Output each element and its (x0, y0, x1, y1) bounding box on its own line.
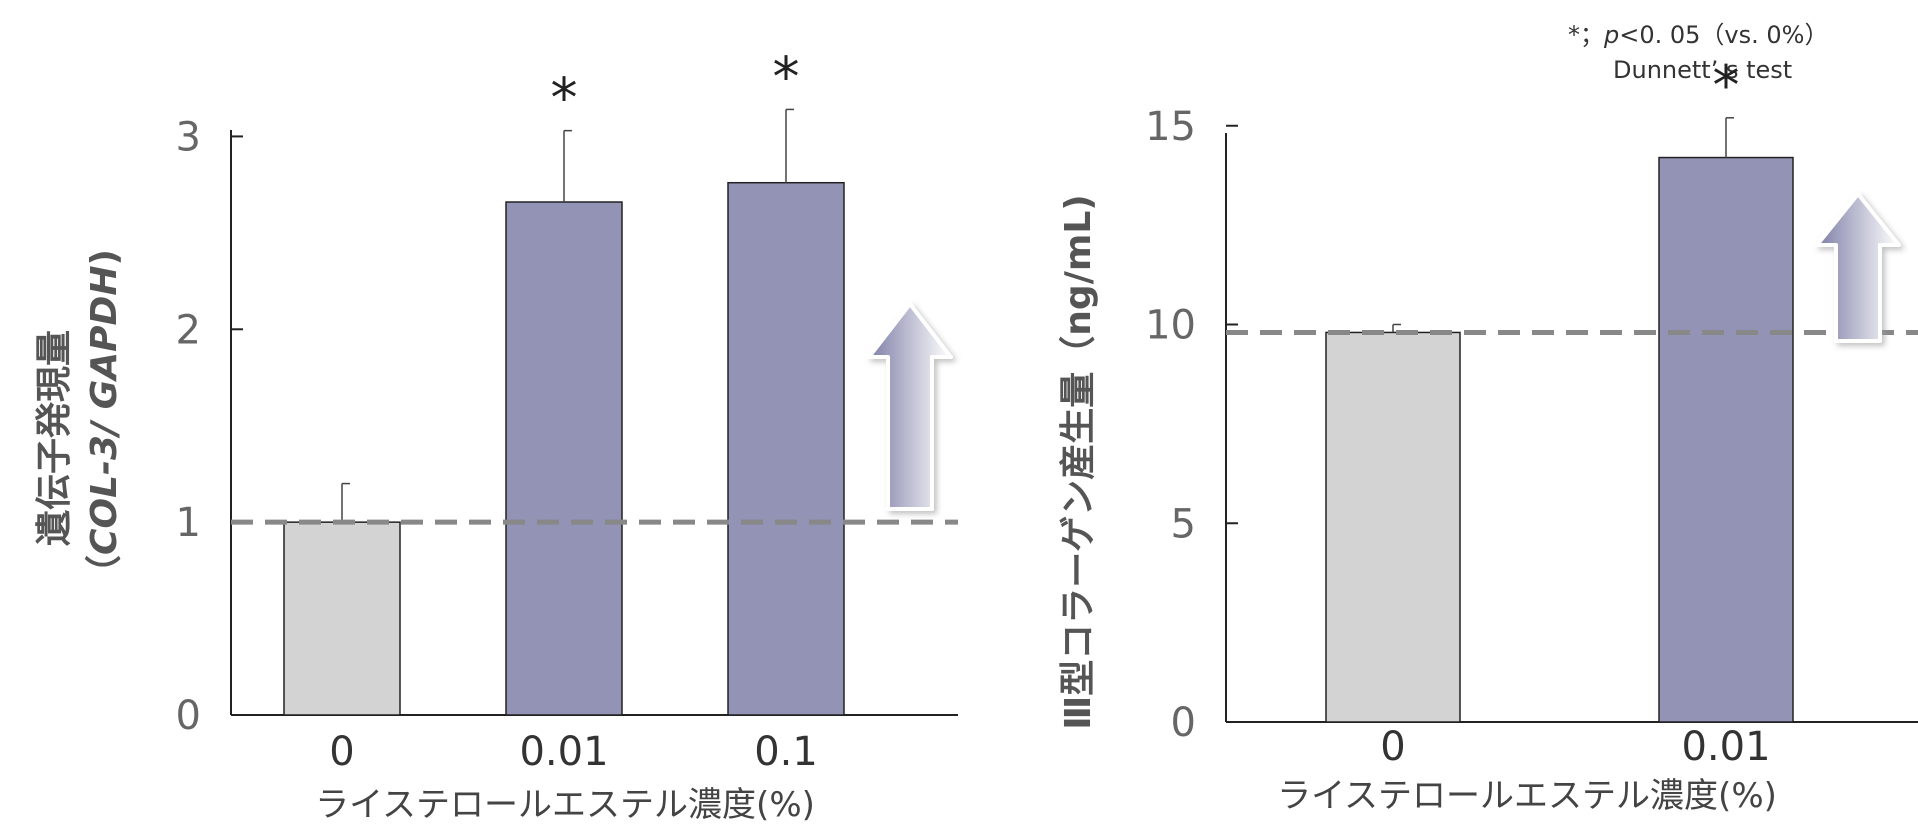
note-p: p (1603, 21, 1619, 49)
right-increase-arrow-icon (1815, 192, 1901, 343)
left-ylabel-close: ) (84, 249, 125, 265)
left-significance-star: * (551, 67, 578, 130)
right-y-ticks: 0 5 10 15 (1145, 104, 1238, 746)
right-bar (1658, 156, 1794, 723)
left-y-axis-label-line1: 遺伝子発現量 (34, 330, 75, 546)
left-bar (505, 201, 623, 716)
left-ylabel-gene: COL-3/ GAPDH (84, 265, 125, 554)
left-category-label: 0 (329, 729, 354, 775)
left-x-axis-label: ライステロールエステル濃度(%) (315, 785, 815, 824)
left-increase-arrow-icon (867, 302, 953, 511)
right-y-tick-label: 5 (1171, 501, 1196, 547)
significance-note-line1: *；p<0. 05（vs. 0%） (1568, 21, 1828, 49)
left-y-tick-label: 2 (176, 307, 201, 353)
right-category-label: 0 (1380, 724, 1405, 770)
left-y-ticks: 0 1 2 3 (176, 114, 243, 739)
left-bars: * * (283, 45, 845, 716)
left-y-tick-label: 1 (176, 500, 201, 546)
left-category-labels: 0 0.01 0.1 (329, 729, 818, 775)
right-y-axis-label: Ⅲ型コラーゲン産生量（ng/mL) (1058, 194, 1099, 729)
left-significance-star: * (773, 45, 800, 108)
left-category-label: 0.01 (519, 729, 608, 775)
left-y-tick-label: 0 (176, 693, 201, 739)
left-ylabel-open: （ (84, 555, 125, 591)
right-category-label: 0.01 (1681, 724, 1770, 770)
right-y-tick-label: 10 (1145, 303, 1196, 349)
note-prefix: *； (1568, 21, 1604, 49)
right-bar (1325, 331, 1461, 723)
left-bar (727, 181, 845, 716)
left-y-tick-label: 3 (176, 114, 201, 160)
right-x-axis-label: ライステロールエステル濃度(%) (1277, 776, 1777, 816)
right-bars: * (1325, 54, 1794, 723)
significance-note-line2: Dunnett’ s test (1613, 56, 1792, 84)
right-category-labels: 0 0.01 (1380, 724, 1770, 770)
left-category-label: 0.1 (754, 729, 818, 775)
right-significance-star: * (1713, 54, 1740, 117)
right-y-tick-label: 0 (1171, 700, 1196, 746)
note-suffix: <0. 05（vs. 0%） (1619, 21, 1828, 49)
left-y-axis-label-line2: （COL-3/ GAPDH) (84, 249, 125, 591)
left-bar (283, 521, 401, 716)
right-y-tick-label: 15 (1145, 104, 1196, 150)
